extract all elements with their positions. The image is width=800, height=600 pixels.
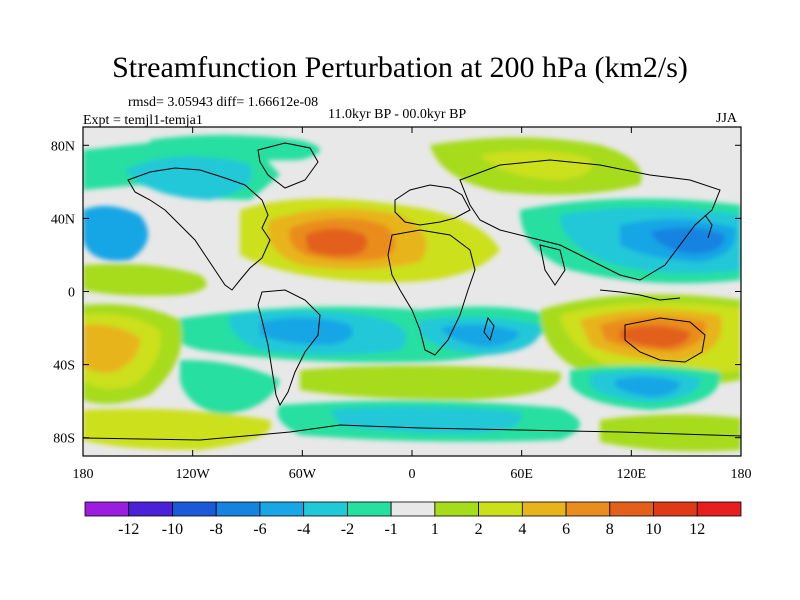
coast-europe xyxy=(394,184,471,226)
coast-indonesia xyxy=(599,289,681,301)
contour-ant-pos2 xyxy=(600,414,741,452)
coast-south-america xyxy=(257,289,321,407)
colorbar-label: 1 xyxy=(431,521,439,538)
coast-asia xyxy=(459,159,721,281)
colorbar-swatch xyxy=(565,501,611,517)
colorbar-swatch xyxy=(346,501,392,517)
coast-india xyxy=(539,244,566,286)
lon-tick-label: 180 xyxy=(73,467,94,482)
colorbar-label: -1 xyxy=(384,521,397,538)
lat-tick-label: 80S xyxy=(53,432,75,447)
coastlines xyxy=(83,142,741,441)
stats-text: rmsd= 3.05943 diff= 1.66612e-08 xyxy=(128,95,319,110)
colorbar-swatch xyxy=(478,501,523,517)
lat-tick-label: 40S xyxy=(53,359,75,374)
colorbar-label: -8 xyxy=(210,521,223,538)
coast-north-america xyxy=(127,167,271,291)
plot-title: Streamfunction Perturbation at 200 hPa (… xyxy=(112,51,688,84)
colorbar-label: 8 xyxy=(606,521,614,538)
colorbar-swatch xyxy=(215,501,261,517)
colorbar-swatch xyxy=(390,501,436,517)
period-text: 11.0kyr BP - 00.0kyr BP xyxy=(328,107,467,122)
latitude-axis: 80N 40N 0 40S 80S xyxy=(51,139,741,447)
contour-aus-pos5 xyxy=(620,325,690,348)
colorbar-swatch xyxy=(259,501,305,517)
contour-sh-neg3 xyxy=(260,317,353,345)
contour-so-neg3 xyxy=(615,376,680,397)
contour-ant-pos xyxy=(83,408,272,450)
colorbar-swatch xyxy=(84,501,130,517)
colorbar-label: -10 xyxy=(162,521,183,538)
contour-siberia-pos2 xyxy=(480,150,592,180)
lat-tick-label: 80N xyxy=(51,139,75,154)
colorbar-label: -2 xyxy=(341,521,354,538)
coast-antarctica xyxy=(83,424,741,441)
contour-natl-pos4 xyxy=(305,228,368,256)
coast-japan xyxy=(704,214,713,239)
colorbar-swatch xyxy=(609,501,654,517)
coast-greenland xyxy=(257,142,319,189)
colorbar-label: 12 xyxy=(689,521,705,538)
lon-tick-label: 0 xyxy=(409,467,416,482)
lon-tick-label: 120E xyxy=(617,467,647,482)
contour-eqpac-pos xyxy=(83,263,207,296)
season-label: JJA xyxy=(716,111,738,126)
colorbar-label: -4 xyxy=(297,521,310,538)
contour-sep-pos3 xyxy=(83,324,140,373)
coast-australia xyxy=(624,317,706,363)
colorbar-swatch xyxy=(434,501,480,517)
colorbar-swatch xyxy=(303,501,348,517)
lat-tick-label: 0 xyxy=(68,286,75,301)
experiment-label: Expt = temjl1-temja1 xyxy=(83,113,203,128)
contour-sh-neg5 xyxy=(440,324,520,347)
colorbar-label: 4 xyxy=(518,521,526,538)
contour-arctic-pos xyxy=(150,135,320,161)
lon-tick-label: 60E xyxy=(510,467,533,482)
colorbar-swatch xyxy=(653,501,698,517)
colorbar-label: -6 xyxy=(253,521,266,538)
colorbar-swatch xyxy=(172,501,217,517)
colorbar-swatch xyxy=(696,501,742,517)
contour-sai-pos xyxy=(300,365,561,400)
contour-sp-neg xyxy=(180,360,280,415)
contour-hawaii-neg xyxy=(83,206,148,261)
contour-ant-neg2 xyxy=(330,406,522,434)
colorbar-label: 6 xyxy=(562,521,570,538)
colorbar-label: 2 xyxy=(475,521,483,538)
coast-africa xyxy=(387,229,476,356)
colorbar-label: 10 xyxy=(646,521,662,538)
lat-tick-label: 40N xyxy=(51,212,75,227)
colorbar-swatch xyxy=(521,501,567,517)
colorbar-label: -12 xyxy=(118,521,139,538)
coast-madagascar xyxy=(483,316,495,342)
contour-easia-neg4 xyxy=(650,227,725,254)
contour-na-neg xyxy=(125,156,252,200)
colorbar-swatch xyxy=(128,501,173,517)
colorbar: -12 -10 -8 -6 -4 -2 -1 1 2 4 6 8 10 12 xyxy=(84,501,742,538)
lon-tick-label: 180 xyxy=(731,467,752,482)
lon-tick-label: 120W xyxy=(176,467,211,482)
longitude-axis: 180 120W 60W 0 60E 120E 180 xyxy=(73,127,752,482)
contour-field xyxy=(83,127,741,456)
lon-tick-label: 60W xyxy=(289,467,317,482)
